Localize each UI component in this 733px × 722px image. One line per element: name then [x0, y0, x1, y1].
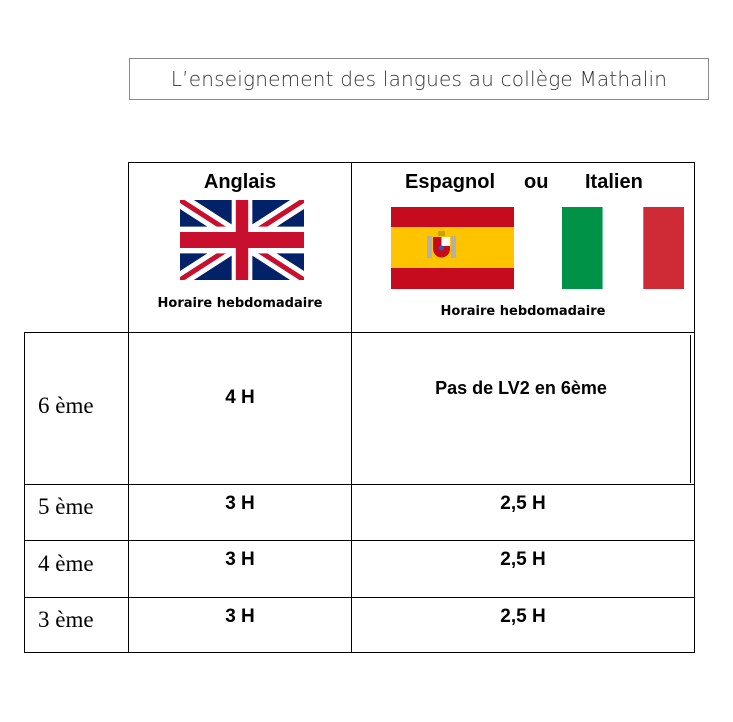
spain-flag-icon	[391, 207, 514, 289]
row-label: 6 ème	[38, 393, 94, 418]
header-english: Anglais	[203, 171, 277, 193]
table-cell-lv2: Pas de LV2 en 6ème	[435, 378, 607, 398]
header-italian: Italien	[585, 171, 643, 193]
table-border-bottom	[24, 652, 695, 653]
table-rule-row2	[24, 540, 695, 541]
table-border-top	[128, 162, 695, 163]
table-border-left	[24, 332, 25, 653]
italy-flag-icon	[562, 207, 684, 289]
table-cell-lv2: 2,5 H	[500, 493, 546, 514]
row-label: 3 ème	[38, 607, 94, 632]
row-label: 5 ème	[38, 494, 94, 519]
table-inner-right	[690, 335, 691, 483]
table-rule-row1	[24, 484, 695, 485]
table-cell-lv2: 2,5 H	[500, 549, 546, 570]
subheader-lv2: Horaire hebdomadaire	[440, 304, 606, 319]
table-cell-english: 3 H	[225, 493, 255, 514]
table-rule-header	[24, 332, 695, 333]
page-title: L’enseignement des langues au collège Ma…	[129, 58, 709, 100]
table-rule-row3	[24, 597, 695, 598]
table-border-right	[694, 162, 695, 653]
row-label: 4 ème	[38, 551, 94, 576]
table-cell-english: 3 H	[225, 549, 255, 570]
table-cell-english: 4 H	[225, 387, 255, 408]
header-spanish: Espagnol	[405, 171, 496, 193]
header-or: ou	[524, 171, 549, 193]
table-col-divider-1	[128, 162, 129, 653]
table-cell-lv2: 2,5 H	[500, 606, 546, 627]
uk-flag-icon	[180, 200, 304, 280]
table-col-divider-2	[351, 162, 352, 653]
table-cell-english: 3 H	[225, 606, 255, 627]
subheader-english: Horaire hebdomadaire	[157, 296, 323, 311]
